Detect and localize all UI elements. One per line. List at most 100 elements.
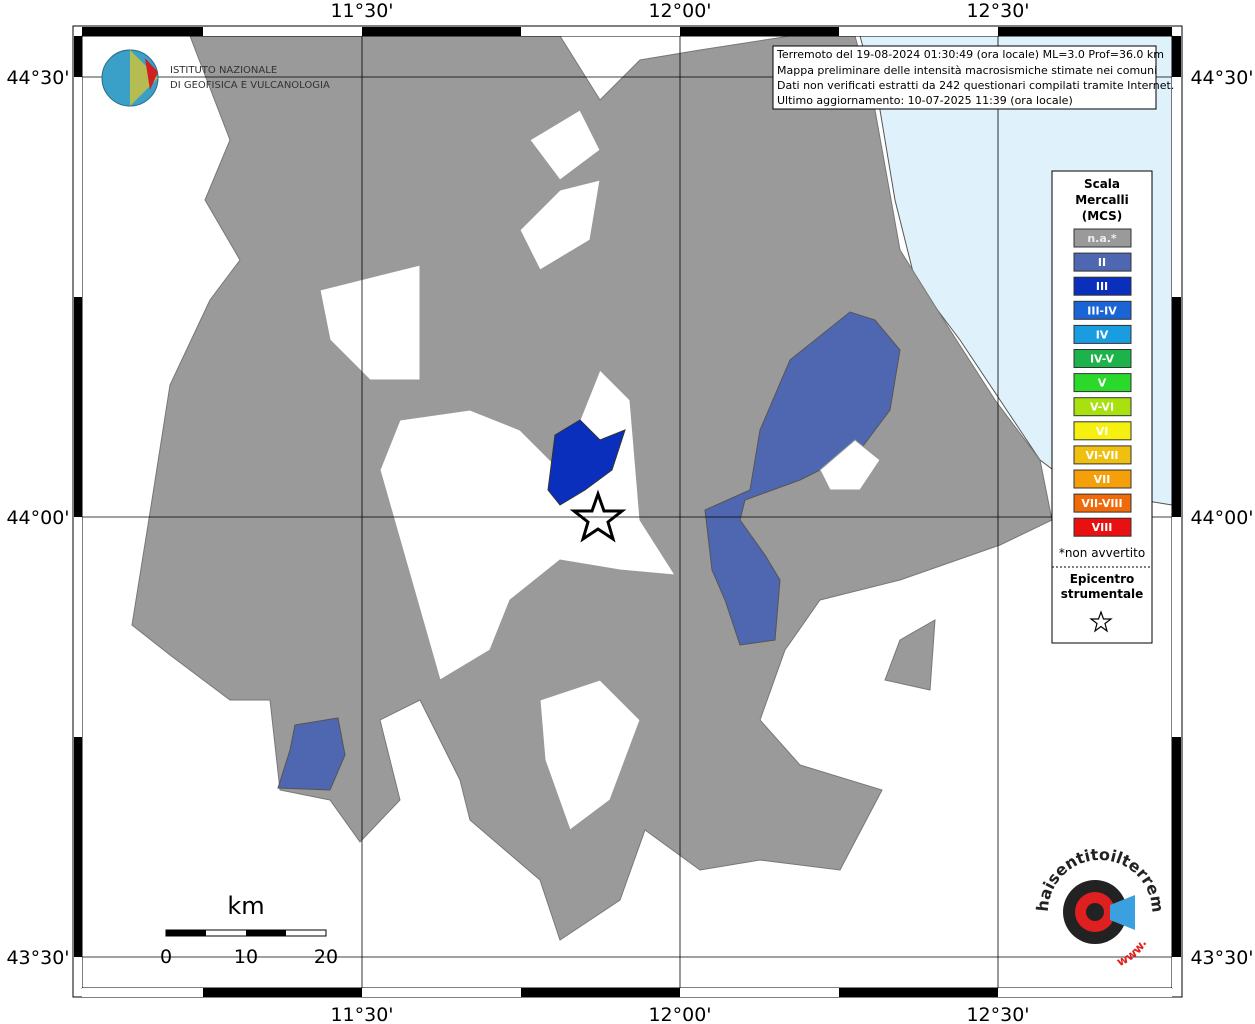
logo-text: DI GEOFISICA E VULCANOLOGIA (170, 80, 330, 91)
info-line: Terremoto del 19-08-2024 01:30:49 (ora l… (776, 48, 1164, 61)
legend-title: Mercalli (1075, 193, 1129, 207)
frame-bar (521, 988, 680, 997)
legend-label: V-VI (1090, 401, 1114, 414)
legend-swatch (1073, 300, 1132, 320)
legend-swatch (1073, 252, 1132, 272)
intensity-area (277, 717, 346, 791)
legend-swatch (1073, 517, 1132, 537)
frame-bar (74, 36, 82, 77)
legend-label: VI (1096, 425, 1109, 438)
frame-bar (521, 27, 680, 36)
frame-bar (998, 988, 1172, 997)
legend-label: III-IV (1087, 304, 1117, 317)
badge-megaphone (1110, 895, 1135, 930)
info-line: Dati non verificati estratti da 242 ques… (777, 79, 1174, 92)
frame-bar (680, 27, 839, 36)
frame-bar (74, 297, 82, 517)
gray-region (884, 619, 936, 691)
frame-bar (839, 27, 998, 36)
frame-bar (74, 517, 82, 737)
frame-bar (82, 27, 203, 36)
scale-tick-label: 0 (160, 946, 172, 968)
legend-label: V (1098, 377, 1107, 390)
frame-bar (680, 988, 839, 997)
lat-label: 43°30' (1190, 947, 1253, 969)
info-box: Terremoto del 19-08-2024 01:30:49 (ora l… (772, 45, 1174, 110)
epicenter-star (569, 489, 627, 543)
info-line: Ultimo aggiornamento: 10-07-2025 11:39 (… (777, 94, 1073, 107)
legend-label: n.a.* (1087, 232, 1117, 245)
scale-bar: km (165, 892, 327, 937)
logo: ISTITUTO NAZIONALE DI GEOFISICA E VULCAN… (101, 49, 330, 107)
lat-label: 44°30' (1190, 67, 1253, 89)
lat-label: 44°00' (6, 507, 69, 529)
frame-bar (1172, 737, 1181, 957)
frame-bar (839, 988, 998, 997)
legend-swatch (1073, 324, 1132, 344)
legend-label: VIII (1092, 521, 1113, 534)
frame-bar (362, 27, 521, 36)
frame-bar (362, 988, 521, 997)
white-area (819, 439, 881, 491)
legend: ScalaMercalli(MCS)n.a.*IIIIIIII-IVIVIV-V… (1051, 170, 1153, 644)
scale-segment (246, 930, 286, 936)
lon-label: 12°30' (966, 1004, 1029, 1024)
legend-swatch (1073, 228, 1132, 248)
legend-label: IV (1096, 328, 1109, 341)
frame-bar (74, 737, 82, 957)
logo-shape (130, 50, 158, 106)
legend-epicenter: strumentale (1061, 587, 1144, 601)
legend-label: III (1096, 280, 1108, 293)
frame-bar (203, 27, 362, 36)
intensity-area (704, 311, 901, 646)
intensity-area (547, 419, 626, 506)
legend-label: VII-VIII (1081, 497, 1122, 510)
graticule (82, 36, 1172, 988)
badge-target (1086, 903, 1104, 921)
legend-swatch (1073, 349, 1132, 368)
white-area (529, 109, 601, 181)
lat-label: 43°30' (6, 947, 69, 969)
map-frame (72, 25, 1183, 998)
lat-label: 44°30' (6, 67, 69, 89)
legend-swatch (1073, 421, 1132, 441)
scale-segment (166, 930, 206, 936)
legend-swatch (1073, 276, 1132, 296)
legend-label: II (1098, 256, 1106, 269)
white-area (319, 264, 421, 381)
legend-title: (MCS) (1082, 209, 1123, 223)
scale-tick-label: 20 (314, 946, 338, 968)
lon-label: 11°30' (330, 0, 393, 22)
legend-swatch (1073, 493, 1132, 513)
info-line: Mappa preliminare delle intensità macros… (777, 64, 1157, 77)
frame-bar (203, 988, 362, 997)
legend-label: IV-V (1090, 353, 1115, 366)
white-area (519, 179, 601, 271)
frame-bar (74, 957, 82, 988)
frame-bar (1172, 36, 1181, 77)
frame-bar (1172, 517, 1181, 737)
lon-label: 12°30' (966, 0, 1029, 22)
lat-label: 44°00' (1190, 507, 1253, 529)
frame-bar (1172, 957, 1181, 988)
lon-label: 12°00' (648, 1004, 711, 1024)
logo-text: ISTITUTO NAZIONALE (170, 65, 277, 76)
legend-title: Scala (1084, 177, 1120, 191)
legend-label: VII (1094, 473, 1111, 486)
legend-note: *non avvertito (1059, 546, 1145, 560)
info-box-frame (772, 45, 1157, 110)
frame-bar (998, 27, 1172, 36)
frame-bar (82, 988, 203, 997)
frame-bar (1172, 297, 1181, 517)
scale-tick-label: 10 (234, 946, 258, 968)
legend-swatch (1073, 373, 1132, 393)
legend-label: VI-VII (1085, 449, 1118, 462)
lon-label: 11°30' (330, 1004, 393, 1024)
logo-shape (145, 58, 158, 90)
frame-bar (74, 77, 82, 297)
legend-swatch (1073, 397, 1132, 417)
legend-swatch (1073, 445, 1132, 465)
scale-unit: km (227, 892, 264, 920)
lon-label: 12°00' (648, 0, 711, 22)
